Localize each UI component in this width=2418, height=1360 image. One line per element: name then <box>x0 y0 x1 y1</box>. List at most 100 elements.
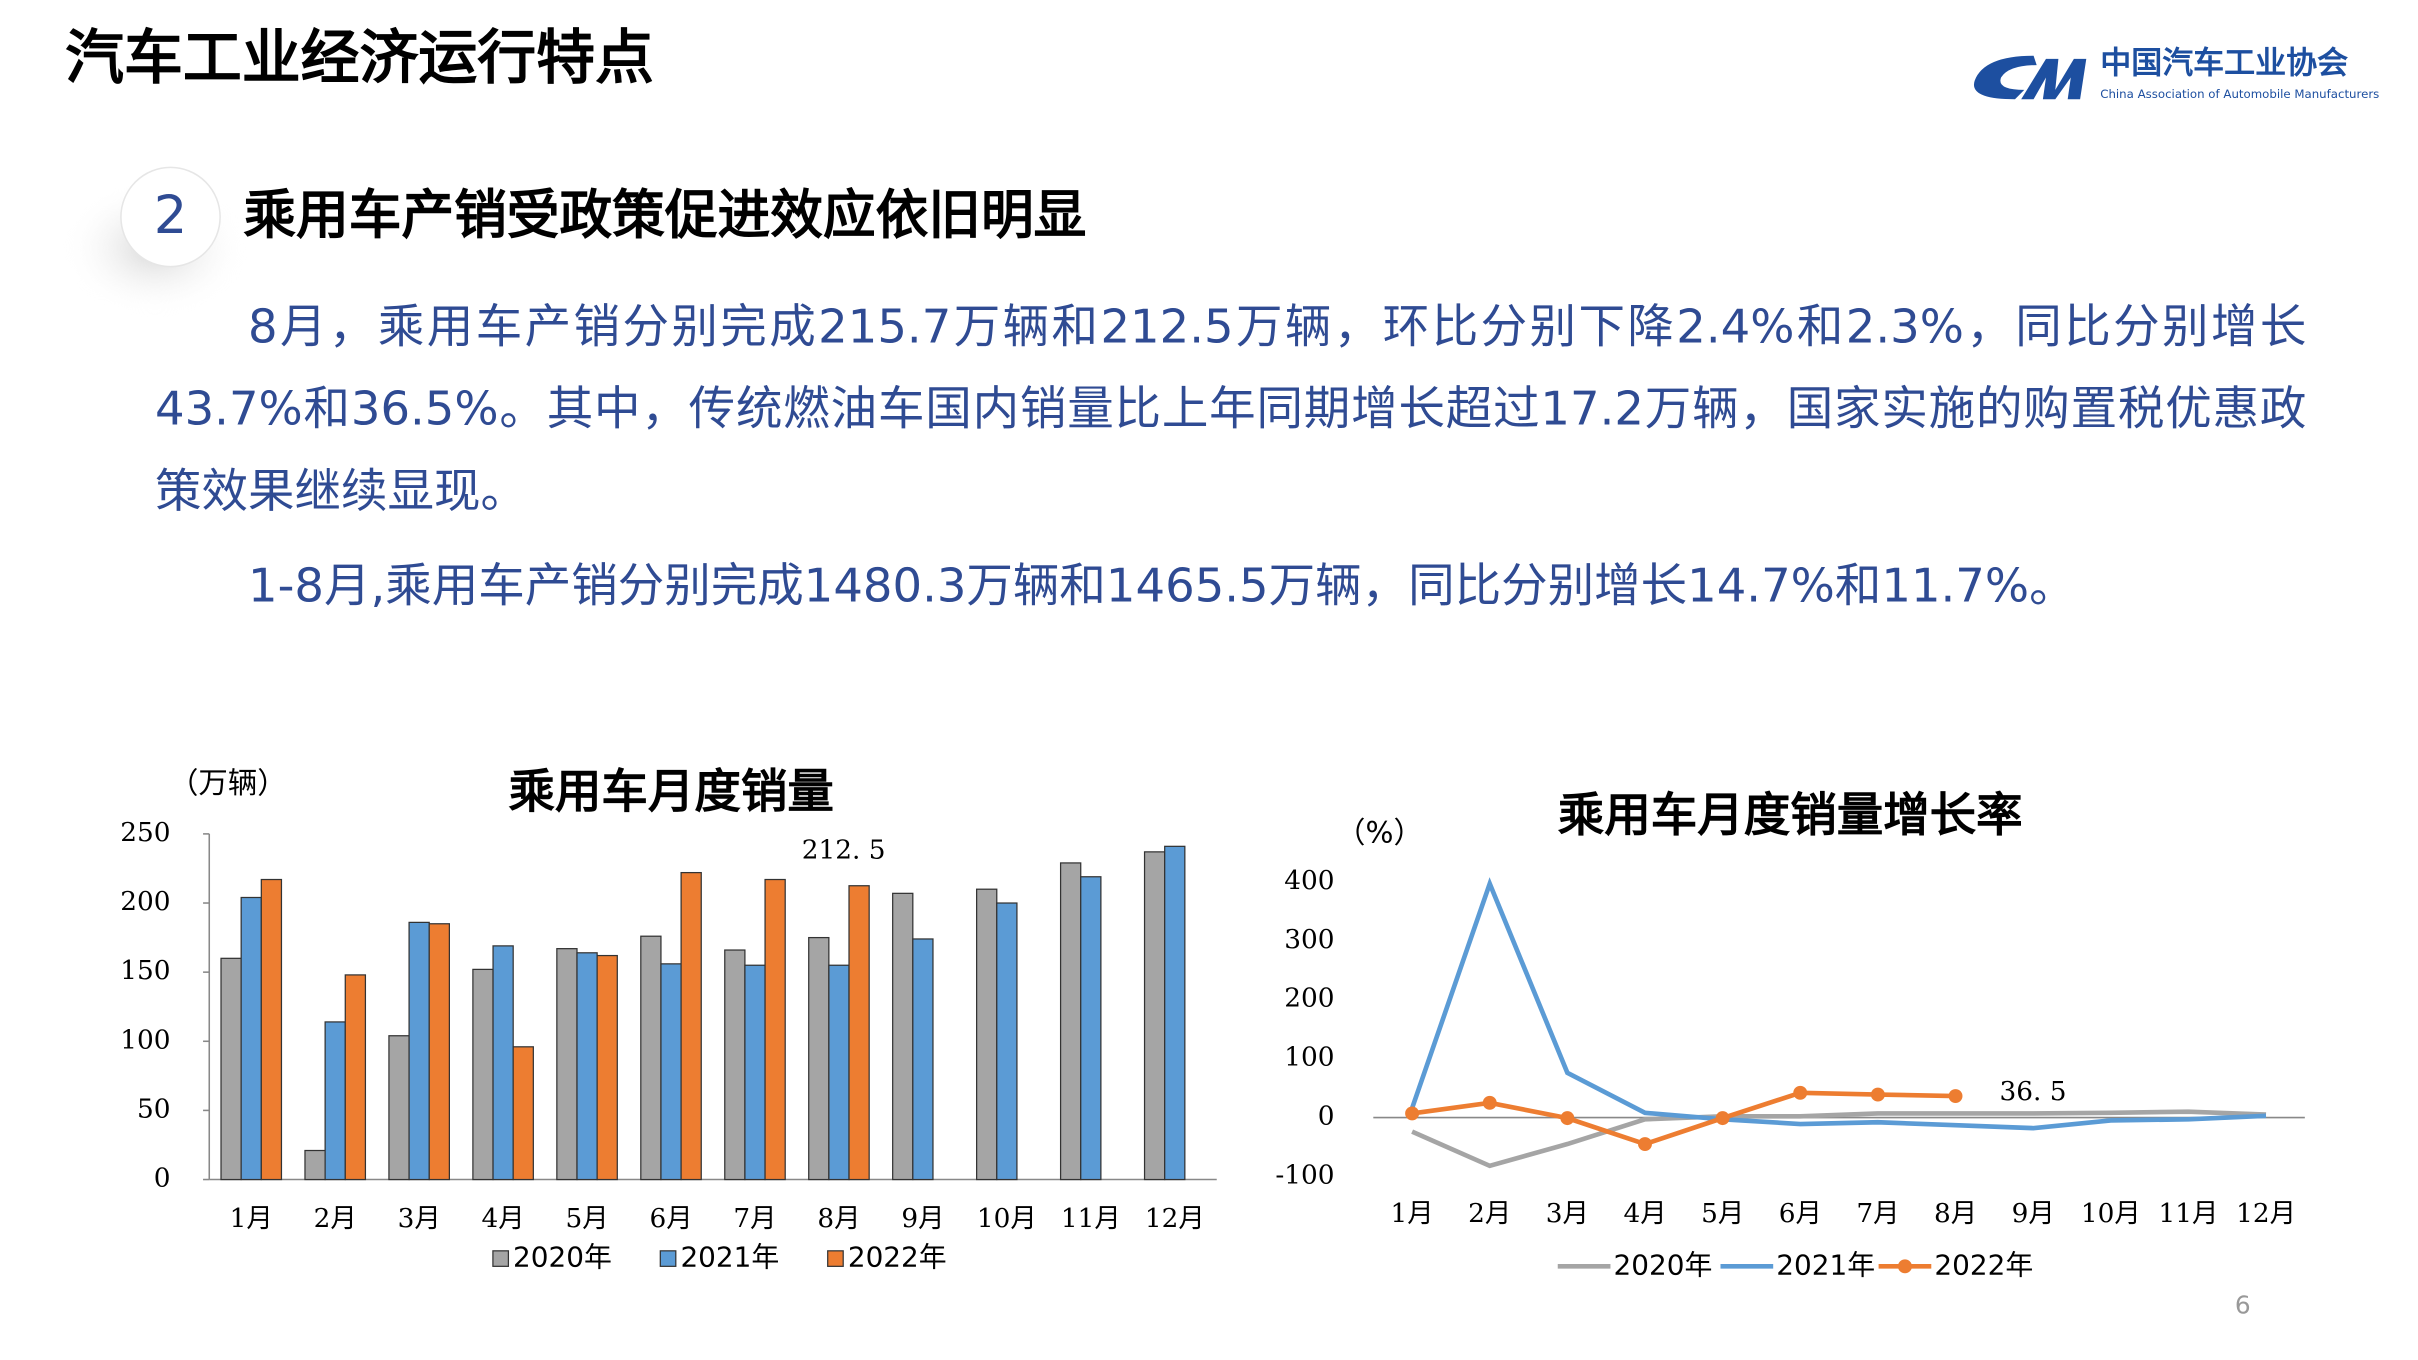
x-tick-label: 6月 <box>649 1204 692 1234</box>
x-tick-label: 6月 <box>1779 1199 1822 1229</box>
bar <box>220 957 242 1181</box>
bar <box>828 964 850 1181</box>
legend-label: 2021年 <box>680 1241 779 1274</box>
legend-marker <box>1897 1259 1912 1274</box>
bar <box>240 896 262 1181</box>
bar <box>680 871 702 1181</box>
y-tick-label: 50 <box>137 1094 171 1124</box>
bar <box>408 921 430 1181</box>
x-tick-label: 8月 <box>1934 1199 1977 1229</box>
x-tick-label: 2月 <box>314 1204 357 1234</box>
x-tick-label: 4月 <box>482 1204 525 1234</box>
legend-label: 2020年 <box>513 1241 612 1274</box>
bar <box>1080 876 1102 1181</box>
bar <box>304 1149 326 1181</box>
x-tick-label: 11月 <box>1061 1204 1121 1234</box>
legend-swatch <box>827 1250 844 1267</box>
x-tick-label: 5月 <box>1701 1199 1744 1229</box>
bar <box>976 888 998 1181</box>
marker <box>1793 1085 1808 1100</box>
bar <box>1059 862 1082 1181</box>
y-tick-label: 400 <box>1284 866 1334 896</box>
page-number: 6 <box>2235 1291 2251 1320</box>
bar <box>744 964 766 1181</box>
bar <box>556 948 578 1181</box>
bar <box>388 1035 410 1181</box>
logo-subtitle: China Association of Automobile Manufact… <box>2100 87 2379 101</box>
legend-swatch <box>492 1250 510 1267</box>
bar <box>764 878 786 1181</box>
paragraph: 8月，乘用车产销分别完成215.7万辆和212.5万辆，环比分别下降2.4%和2… <box>155 300 2307 520</box>
bar <box>912 938 934 1181</box>
x-tick-label: 9月 <box>2012 1199 2055 1229</box>
bar <box>1143 851 1166 1181</box>
logo: 中国汽车工业协会 China Association of Automobile… <box>1973 46 2379 101</box>
bar <box>512 1046 534 1181</box>
y-tick-label: 200 <box>1284 984 1334 1014</box>
logo-mark <box>1973 55 2037 100</box>
x-tick-label: 12月 <box>1145 1204 1205 1234</box>
legend-label: 2021年 <box>1776 1248 1875 1281</box>
section-heading: 乘用车产销受政策促进效应依旧明显 <box>243 185 1086 246</box>
x-tick-label: 3月 <box>1546 1199 1589 1229</box>
section-number: 2 <box>154 185 188 246</box>
bar <box>344 974 367 1181</box>
x-tick-label: 2月 <box>1468 1199 1511 1229</box>
x-tick-label: 12月 <box>2236 1199 2296 1229</box>
y-tick-label: 0 <box>1318 1102 1335 1132</box>
bar <box>492 945 514 1181</box>
y-tick-label: 0 <box>154 1164 171 1194</box>
page-title: 汽车工业经济运行特点 <box>65 23 654 92</box>
bar <box>596 954 618 1181</box>
marker <box>1948 1089 1963 1104</box>
marker <box>1638 1137 1652 1152</box>
section-badge <box>120 166 221 268</box>
bar <box>260 878 283 1181</box>
y-tick-label: -100 <box>1275 1160 1334 1190</box>
x-tick-label: 1月 <box>1391 1199 1434 1229</box>
paragraph: 1-8月,乘用车产销分别完成1480.3万辆和1465.5万辆，同比分别增长14… <box>248 559 2076 614</box>
bar <box>576 952 598 1181</box>
legend-label: 2022年 <box>1934 1248 2033 1281</box>
x-tick-label: 10月 <box>977 1204 1037 1234</box>
bar <box>428 923 450 1181</box>
x-tick-label: 5月 <box>566 1204 609 1234</box>
legend-label: 2020年 <box>1614 1248 1713 1281</box>
x-tick-label: 11月 <box>2158 1199 2218 1229</box>
bar <box>848 885 870 1181</box>
x-tick-label: 7月 <box>733 1204 776 1234</box>
marker <box>1870 1087 1885 1102</box>
y-tick-label: 250 <box>120 818 170 848</box>
x-tick-label: 8月 <box>817 1204 860 1234</box>
bar <box>808 936 830 1181</box>
legend-swatch <box>659 1250 677 1267</box>
logo-mark <box>2021 58 2087 100</box>
x-tick-label: 1月 <box>230 1204 273 1234</box>
line <box>1411 1109 2267 1169</box>
y-axis-unit: （%） <box>1336 815 1423 849</box>
bar <box>1164 845 1186 1181</box>
x-tick-label: 10月 <box>2081 1199 2141 1229</box>
x-tick-label: 9月 <box>901 1204 944 1234</box>
x-tick-label: 4月 <box>1623 1199 1666 1229</box>
chart-title: 乘用车月度销量增长率 <box>1558 788 2023 842</box>
bar <box>472 968 494 1181</box>
data-label: 212. 5 <box>802 836 886 866</box>
marker <box>1482 1095 1497 1110</box>
chart-title: 乘用车月度销量 <box>508 765 833 819</box>
bar <box>724 949 746 1181</box>
charts: 乘用车月度销量 （万辆） 0 50 100 150 200 250 1月 2月 3月 4月 5月 6月 7月… <box>120 765 2305 1281</box>
y-tick-label: 150 <box>120 956 170 986</box>
y-tick-label: 200 <box>120 887 170 917</box>
marker <box>1405 1106 1420 1121</box>
legend-label: 2022年 <box>848 1241 947 1274</box>
bar <box>892 892 914 1181</box>
line <box>1409 877 2267 1131</box>
y-tick-label: 100 <box>1284 1043 1334 1073</box>
marker <box>1560 1111 1575 1126</box>
y-axis-unit: （万辆） <box>169 766 287 800</box>
bar <box>640 935 662 1181</box>
y-tick-label: 100 <box>120 1025 170 1055</box>
